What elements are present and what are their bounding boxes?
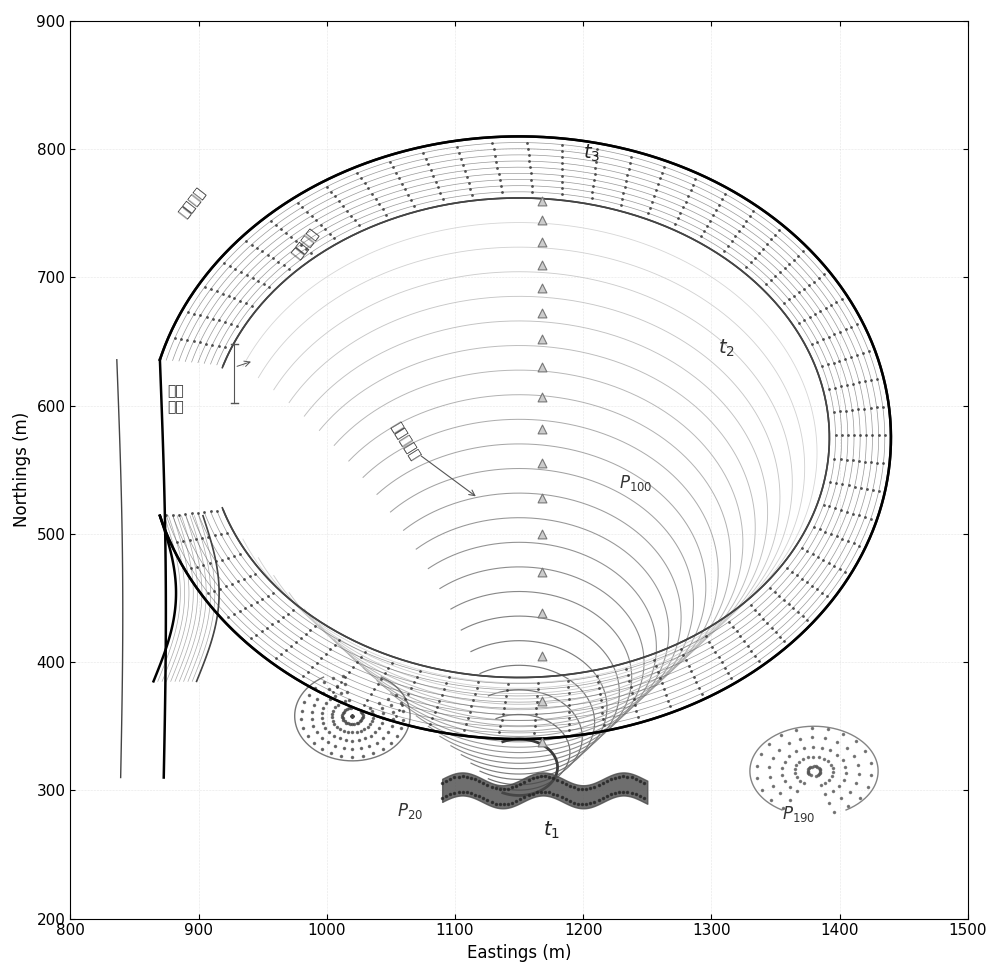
Point <box>534 606 550 621</box>
Point <box>534 526 550 541</box>
Text: 河道凹岸: 河道凹岸 <box>176 186 208 221</box>
Point <box>534 455 550 471</box>
Text: 次级侧积层: 次级侧积层 <box>388 420 422 463</box>
X-axis label: Eastings (m): Eastings (m) <box>467 944 571 962</box>
Text: 满岸
宽度: 满岸 宽度 <box>167 384 184 414</box>
Point <box>534 389 550 404</box>
Text: $P_{20}$: $P_{20}$ <box>397 800 423 821</box>
Text: $t_1$: $t_1$ <box>543 820 560 841</box>
Point <box>534 234 550 249</box>
Text: $P_{190}$: $P_{190}$ <box>782 804 815 825</box>
Point <box>534 693 550 708</box>
Point <box>534 212 550 228</box>
Point <box>534 192 550 208</box>
Point <box>534 279 550 295</box>
Point <box>534 360 550 375</box>
Point <box>534 257 550 273</box>
Point <box>534 734 550 749</box>
Point <box>534 648 550 663</box>
Text: 河道凸岸: 河道凸岸 <box>289 227 321 262</box>
Text: $t_2$: $t_2$ <box>718 337 735 359</box>
Text: $t_3$: $t_3$ <box>583 143 600 164</box>
Point <box>534 565 550 580</box>
Point <box>534 421 550 437</box>
Point <box>534 331 550 347</box>
Point <box>534 490 550 506</box>
Text: $P_{100}$: $P_{100}$ <box>619 473 653 492</box>
Y-axis label: Northings (m): Northings (m) <box>13 412 31 528</box>
Point <box>534 306 550 321</box>
